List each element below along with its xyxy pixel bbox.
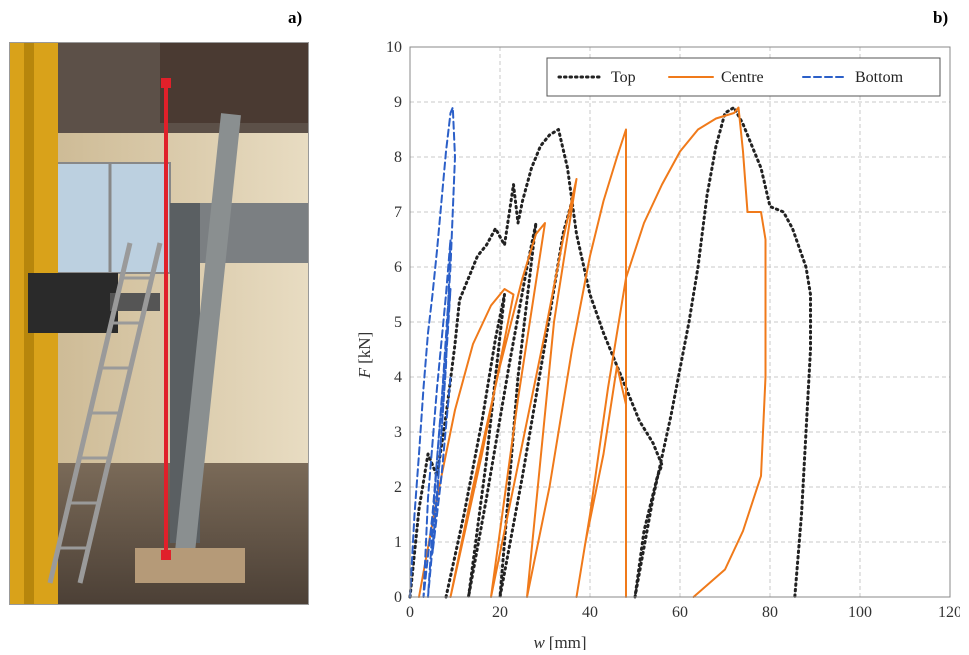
series-bottom [409, 106, 456, 598]
y-axis-title: F[kN] [355, 332, 374, 380]
y-tick-label: 4 [394, 369, 402, 386]
x-tick-label: 0 [406, 604, 414, 621]
x-axis-title: w [mm] [533, 633, 586, 650]
y-tick-label: 1 [394, 534, 402, 551]
x-tick-label: 20 [492, 604, 508, 621]
legend-label-top: Top [611, 69, 636, 86]
x-tick-label: 120 [938, 604, 960, 621]
plot-frame [409, 46, 951, 598]
y-tick-label: 2 [394, 479, 402, 496]
x-tick-label: 40 [582, 604, 598, 621]
test-rig-photo [9, 42, 309, 605]
series-centre [418, 106, 767, 598]
y-tick-label: 0 [394, 589, 402, 606]
x-tick-label: 100 [848, 604, 872, 621]
series-top [408, 106, 812, 599]
y-tick-label: 5 [394, 314, 402, 331]
panel-b-label: b) [933, 8, 949, 27]
x-tick-label: 60 [672, 604, 688, 621]
chart-series [408, 106, 812, 599]
y-tick-label: 3 [394, 424, 402, 441]
y-tick-label: 9 [394, 94, 402, 111]
y-tick-label: 8 [394, 149, 402, 166]
legend-label-bottom: Bottom [855, 69, 904, 86]
panel-a-label: a) [288, 8, 303, 27]
x-tick-label: 80 [762, 604, 778, 621]
load-displacement-chart: 0 20 40 60 80 100 120 0 1 2 3 4 5 6 7 8 9 10 w [mm] F[kN]… [355, 39, 960, 650]
series-top-cycles [444, 199, 574, 599]
legend-box [546, 57, 941, 97]
chart-grid [409, 46, 951, 598]
y-tick-labels: 0 1 2 3 4 5 6 7 8 9 10 [386, 39, 402, 606]
y-tick-label: 10 [386, 39, 402, 56]
chart-legend: Top Centre Bottom [546, 57, 941, 97]
y-tick-label: 7 [394, 204, 402, 221]
x-tick-labels: 0 20 40 60 80 100 120 [406, 604, 960, 621]
legend-label-centre: Centre [721, 69, 764, 86]
y-tick-label: 6 [394, 259, 402, 276]
